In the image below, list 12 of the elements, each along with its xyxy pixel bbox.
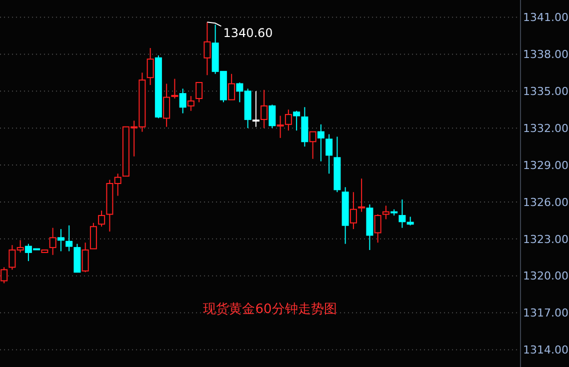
y-tick-label: 1323.00 [523,232,568,246]
y-tick-label: 1338.00 [523,48,568,62]
y-tick-label: 1320.00 [523,270,568,283]
y-tick-label: 1332.00 [523,122,568,135]
y-tick-label: 1326.00 [523,196,568,209]
y-tick-label: 1314.00 [523,344,568,357]
text: 现货黄金60分钟走势图 [203,302,337,317]
annotation: 1340.60 [223,26,273,40]
y-tick-label: 1329.00 [523,158,568,172]
y-tick-label: 1317.00 [523,306,568,320]
y-tick-label: 1335.00 [523,84,568,98]
y-tick-label: 1341.00 [523,11,568,24]
